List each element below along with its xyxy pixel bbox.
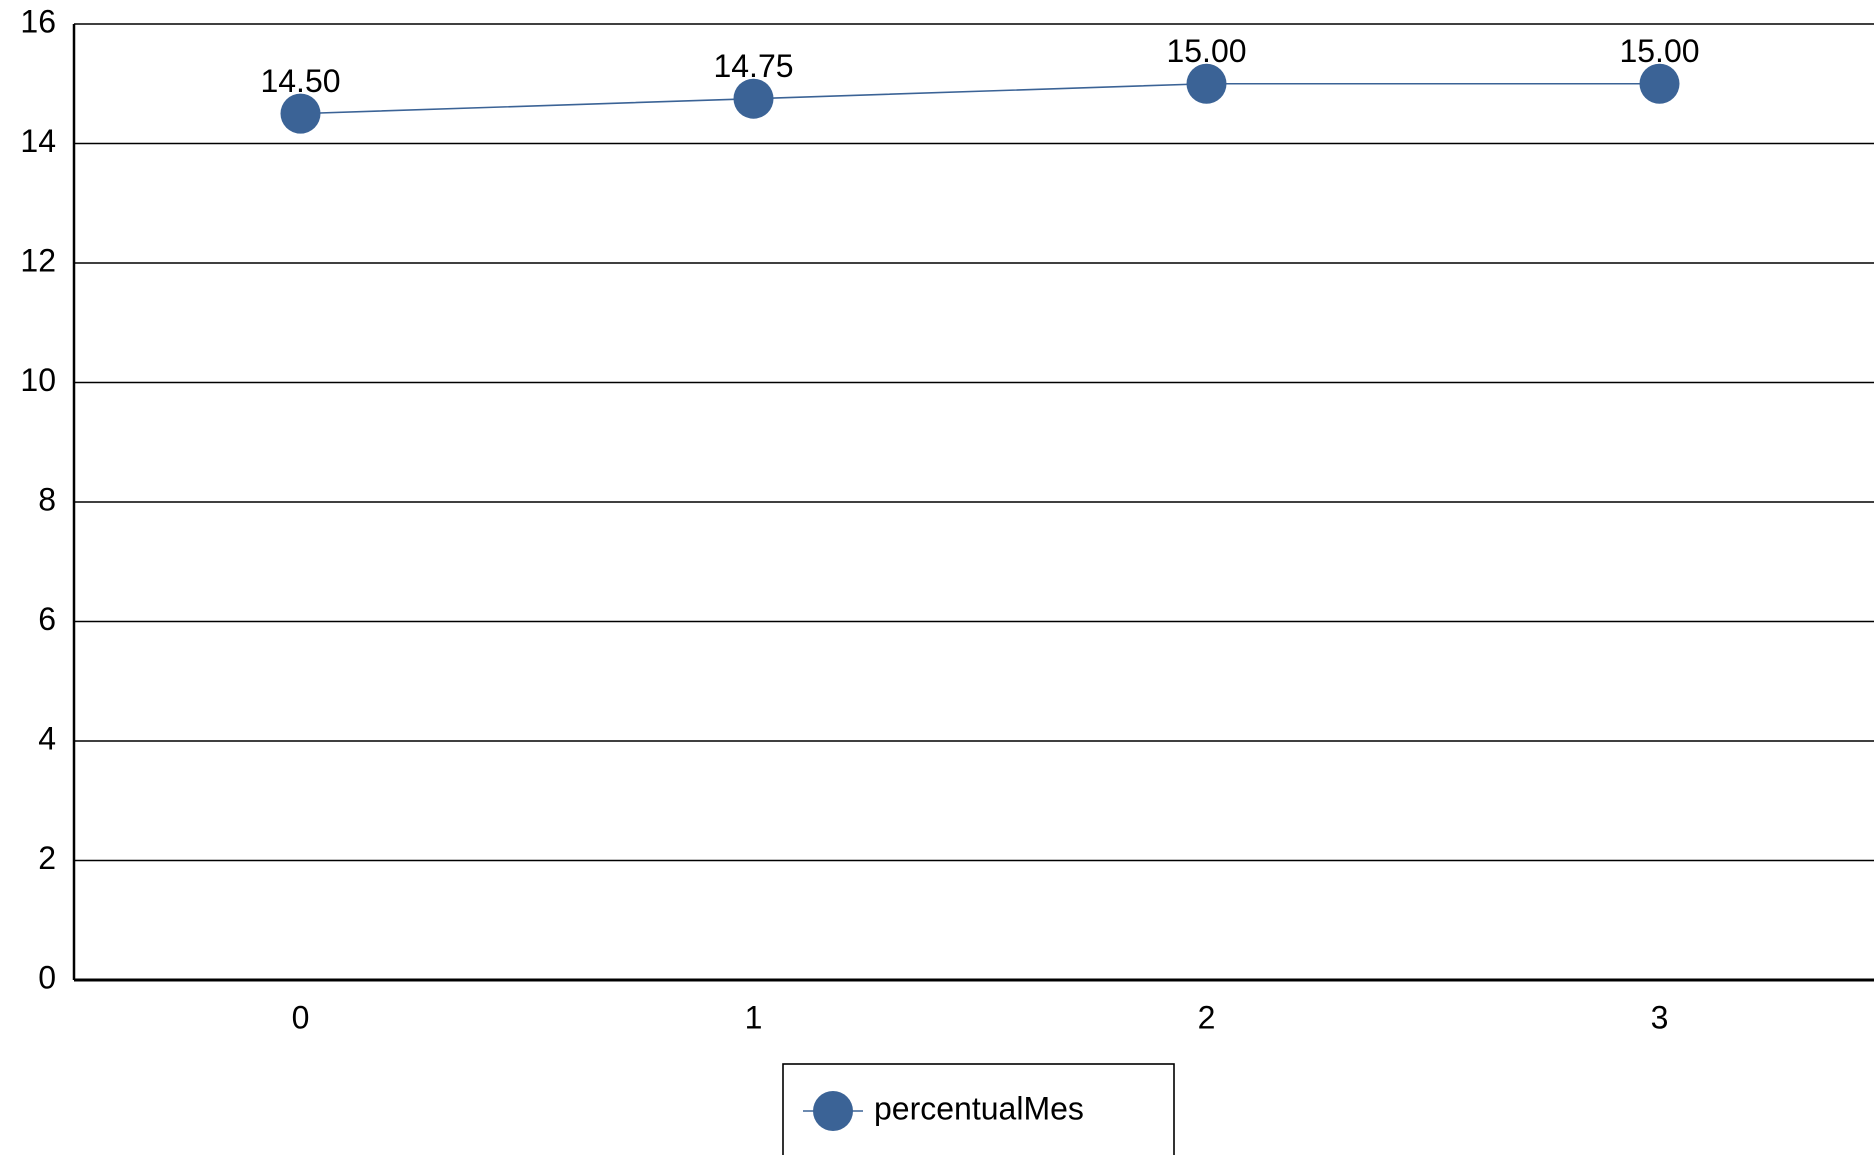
y-tick-label: 0 bbox=[38, 959, 56, 995]
point bbox=[1186, 63, 1227, 104]
legend-marker bbox=[813, 1091, 853, 1131]
x-tick-label: 2 bbox=[1198, 999, 1216, 1035]
y-tick-label: 2 bbox=[38, 840, 56, 876]
y-tick-label: 12 bbox=[20, 242, 56, 278]
legend-label: percentualMes bbox=[874, 1090, 1084, 1126]
data-label: 15.00 bbox=[1619, 33, 1699, 69]
y-tick-label: 14 bbox=[20, 123, 56, 159]
y-tick-label: 4 bbox=[38, 720, 56, 756]
y-tick-label: 10 bbox=[20, 362, 56, 398]
point bbox=[280, 93, 321, 134]
y-tick-label: 8 bbox=[38, 481, 56, 517]
x-tick-label: 3 bbox=[1651, 999, 1669, 1035]
data-label: 14.75 bbox=[713, 48, 793, 84]
y-tick-label: 6 bbox=[38, 601, 56, 637]
data-label: 14.50 bbox=[260, 63, 340, 99]
x-tick-label: 0 bbox=[292, 999, 310, 1035]
x-tick-label: 1 bbox=[745, 999, 763, 1035]
point bbox=[733, 78, 774, 119]
data-label: 15.00 bbox=[1166, 33, 1246, 69]
series-line bbox=[300, 82, 1660, 115]
point bbox=[1639, 63, 1680, 104]
y-tick-label: 16 bbox=[20, 3, 56, 39]
